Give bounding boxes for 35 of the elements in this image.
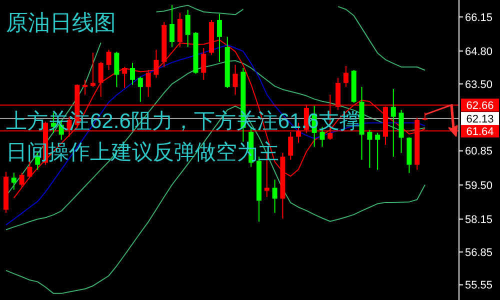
candlestick — [154, 49, 159, 78]
ref-line-label: 62.66 — [466, 100, 494, 112]
y-tick-label: 63.50 — [465, 78, 493, 91]
candlestick — [106, 49, 112, 71]
y-tick-label: 58.15 — [465, 214, 493, 226]
candlestick — [130, 62, 135, 86]
y-tick-label: 60.85 — [465, 146, 493, 158]
candlestick — [390, 88, 396, 158]
candlestick — [272, 179, 278, 214]
ref-line-label: 62.13 — [466, 113, 494, 126]
candlestick — [375, 132, 380, 170]
y-tick-label: 56.85 — [465, 246, 493, 259]
candlestick — [146, 70, 151, 98]
candlestick — [232, 64, 238, 96]
candlestick — [185, 9, 190, 48]
line-series — [6, 106, 426, 294]
y-tick-label: 55.55 — [465, 280, 493, 292]
candlestick — [122, 66, 128, 88]
text: 原油日线图 — [6, 10, 116, 35]
candlestick — [343, 65, 348, 88]
y-tick-label: 66.15 — [465, 12, 493, 24]
ref-line-label: 61.64 — [466, 126, 494, 138]
candlestick — [82, 79, 88, 96]
candlestick — [98, 61, 104, 98]
candlestick — [11, 172, 16, 190]
candlestick — [90, 52, 96, 88]
candlestick — [170, 4, 175, 48]
candlestick — [216, 13, 222, 62]
candlestick — [201, 48, 206, 80]
candlestick — [114, 51, 120, 88]
y-tick-label: 64.80 — [465, 46, 493, 58]
candlestick — [367, 129, 372, 168]
candlestick — [19, 172, 24, 188]
candlestick — [138, 76, 143, 102]
y-tick-label: 59.50 — [465, 180, 493, 192]
